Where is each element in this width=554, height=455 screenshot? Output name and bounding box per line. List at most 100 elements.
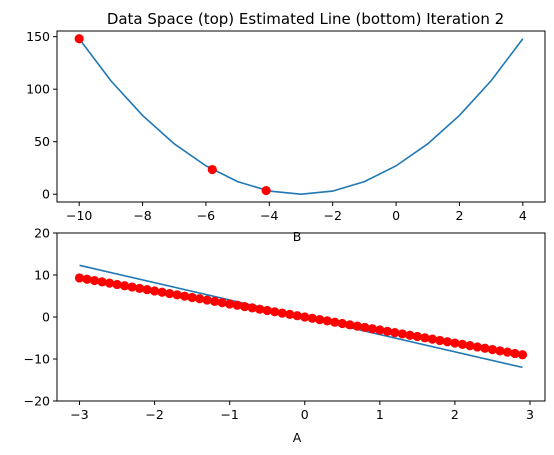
bottom-axes-frame (56, 232, 546, 402)
bottom-data-point (165, 288, 175, 299)
bottom-y-tick-label: 0 (42, 310, 50, 325)
bottom-series-group (74, 264, 528, 369)
top-x-tick-label: −6 (197, 208, 215, 223)
top-x-tick-label: 0 (392, 208, 400, 223)
top-x-tick-label: −10 (66, 208, 92, 223)
bottom-data-point (187, 292, 197, 303)
bottom-x-tick-label: 3 (526, 407, 534, 422)
bottom-data-point (397, 329, 407, 339)
bottom-data-point (382, 326, 392, 336)
bottom-data-point (112, 279, 122, 290)
bottom-data-point (435, 335, 445, 346)
bottom-data-point (104, 278, 115, 288)
bottom-data-point (247, 303, 257, 313)
bottom-x-tick-label: 2 (451, 407, 459, 422)
bottom-data-point (337, 318, 347, 329)
bottom-data-point (412, 331, 422, 342)
bottom-data-point (450, 338, 460, 348)
bottom-x-tick-label: −3 (70, 407, 88, 422)
top-chart-title: Data Space (top) Estimated Line (bottom)… (107, 10, 504, 28)
bottom-data-point (240, 301, 250, 312)
bottom-data-point (502, 347, 513, 357)
bottom-data-point (277, 308, 287, 318)
bottom-data-point (390, 328, 400, 338)
bottom-data-point (442, 337, 452, 347)
bottom-data-point (89, 275, 100, 286)
top-x-tick-label: −8 (133, 208, 151, 223)
bottom-data-point (405, 330, 415, 340)
top-data-point (207, 164, 217, 175)
bottom-data-point (322, 316, 332, 326)
bottom-data-point (127, 282, 137, 292)
bottom-data-point (517, 350, 528, 360)
bottom-data-point (300, 312, 310, 322)
bottom-data-point (420, 333, 430, 343)
bottom-data-point (480, 343, 490, 353)
bottom-x-tick-label: 1 (376, 407, 384, 422)
bottom-data-point (307, 313, 317, 323)
top-x-axis-label: B (293, 229, 302, 244)
bottom-data-point (210, 296, 220, 306)
bottom-data-point (225, 299, 235, 309)
bottom-data-point (82, 274, 92, 284)
top-y-tick-label: 100 (26, 82, 50, 97)
bottom-data-point (202, 295, 212, 305)
bottom-y-tick-label: −10 (24, 352, 50, 367)
bottom-data-point (180, 291, 190, 301)
bottom-y-tick-label: −20 (24, 394, 50, 409)
bottom-x-tick-label: −2 (145, 407, 163, 422)
bottom-data-point (360, 322, 370, 333)
top-x-tick-label: −4 (260, 208, 278, 223)
bottom-data-point (97, 277, 107, 287)
bottom-data-point (375, 325, 385, 335)
bottom-data-point (330, 317, 340, 327)
bottom-x-tick-label: −1 (220, 407, 238, 422)
bottom-data-point (195, 294, 205, 304)
top-axes-frame (56, 30, 546, 203)
bottom-data-point (157, 287, 167, 297)
bottom-data-point (255, 304, 265, 314)
bottom-data-point (292, 311, 302, 321)
bottom-data-point (427, 334, 437, 344)
bottom-y-tick-label: 20 (34, 226, 50, 241)
bottom-data-point (472, 342, 483, 352)
bottom-data-point (367, 324, 377, 334)
top-y-tick-label: 0 (42, 187, 50, 202)
bottom-data-point (217, 298, 227, 308)
top-subplot: Data Space (top) Estimated Line (bottom)… (26, 10, 546, 244)
top-x-tick-label: −2 (323, 208, 341, 223)
top-ticks-group: −10 −8 −6 −4 −2 0 2 4 0 50 100 150 (26, 29, 527, 223)
bottom-data-point (262, 305, 272, 316)
bottom-x-tick-label: 0 (301, 407, 309, 422)
bottom-data-point (487, 344, 498, 355)
bottom-data-point (465, 341, 475, 351)
bottom-x-axis-label: A (293, 430, 302, 445)
bottom-data-point (134, 283, 145, 293)
bottom-data-point (74, 273, 85, 283)
bottom-data-point (352, 321, 362, 331)
bottom-data-point (285, 309, 295, 319)
bottom-data-point (345, 320, 355, 330)
bottom-data-point (270, 307, 280, 317)
bottom-data-point (510, 348, 520, 359)
bottom-data-point (142, 285, 152, 295)
top-series-line (78, 38, 524, 196)
bottom-data-point (315, 315, 325, 325)
bottom-data-point (232, 300, 242, 310)
bottom-data-point (172, 290, 182, 300)
bottom-y-tick-label: 10 (34, 268, 50, 283)
top-x-tick-label: 4 (519, 208, 527, 223)
top-data-point (261, 185, 271, 196)
top-data-point (74, 34, 84, 44)
top-x-tick-label: 2 (455, 208, 463, 223)
top-y-tick-label: 150 (26, 29, 50, 44)
top-y-tick-label: 50 (34, 134, 50, 149)
bottom-data-point (495, 346, 505, 356)
top-series-group (74, 34, 524, 196)
bottom-data-point (457, 339, 468, 349)
bottom-data-point (119, 281, 130, 291)
bottom-data-point (150, 286, 160, 296)
